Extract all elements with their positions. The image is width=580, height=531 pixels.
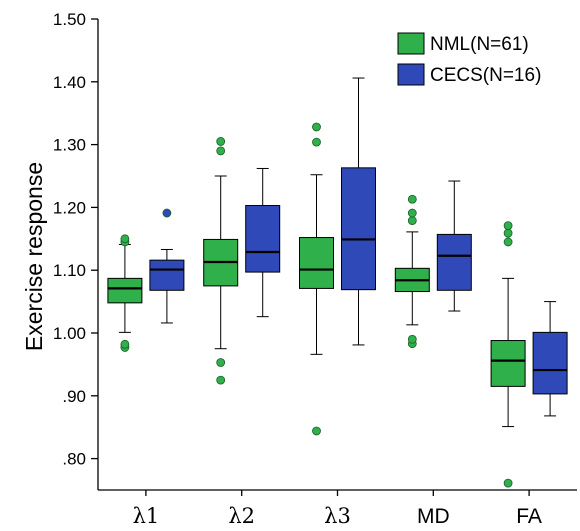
box-nml-3 [394,194,430,349]
outlier-point [407,216,417,225]
outlier-point [503,228,513,238]
outlier-point [407,194,417,204]
box-iqr [490,340,526,387]
legend-label-cecs: CECS(N=16) [430,65,541,86]
outlier-point [162,208,172,218]
legend-swatch-nml [397,32,425,55]
outlier-point [216,358,226,367]
outlier-point [216,137,226,146]
outlier-point [503,221,513,231]
x-tick-label: λ2 [228,504,255,528]
box-nml-4 [490,221,526,488]
outlier-point [120,339,130,349]
y-tick-label: 1.50 [53,10,86,29]
box-nml-0 [107,234,143,352]
legend-label-nml: NML(N=61) [430,34,529,55]
y-tick-label: .80 [62,450,86,469]
x-tick-label: MD [417,505,450,528]
box-cecs-2 [341,77,376,346]
y-tick-label: 1.10 [53,261,86,280]
box-cecs-0 [149,208,185,324]
box-cecs-3 [436,180,472,312]
outlier-point [503,237,513,247]
y-axis-title: Exercise response [21,162,47,351]
outlier-point [503,478,513,488]
x-tick-label: FA [516,505,542,528]
y-tick-label: .90 [62,387,86,406]
box-cecs-4 [532,301,568,417]
outlier-point [216,375,226,385]
box-iqr [149,259,185,291]
box-iqr [532,331,568,395]
box-cecs-1 [245,167,281,318]
x-axis: λ1 λ2 λ3 MD FA [98,489,577,528]
outlier-point [312,122,321,132]
outlier-point [120,234,130,244]
y-tick-label: 1.20 [53,198,86,217]
y-axis: .80 .90 1.00 1.10 1.20 1.30 1.40 1.50 [53,10,99,490]
y-tick-label: 1.40 [53,73,86,92]
box-iqr [299,237,334,289]
x-tick-label: λ1 [133,504,160,528]
outlier-point [312,426,321,436]
y-tick-label: 1.30 [53,136,86,155]
box-iqr [107,277,143,304]
legend-swatch-cecs [397,63,425,86]
box-nml-1 [203,137,239,385]
legend: NML(N=61) CECS(N=16) [397,32,541,86]
outlier-point [312,137,321,147]
box-plot-series [107,77,568,488]
y-tick-label: 1.00 [53,324,86,343]
outlier-point [407,208,417,218]
box-iqr [245,205,281,273]
box-nml-2 [299,122,334,436]
outlier-point [407,334,417,344]
x-tick-label: λ3 [324,504,351,528]
box-iqr [341,167,376,291]
box-iqr [436,233,472,291]
outlier-point [216,146,226,156]
